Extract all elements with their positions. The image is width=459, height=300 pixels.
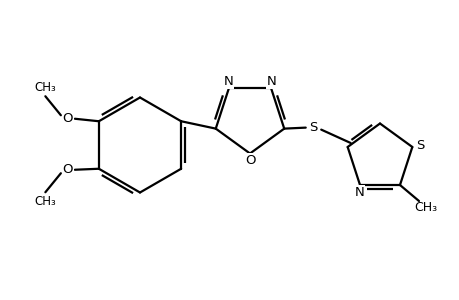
Text: CH₃: CH₃ <box>34 81 56 94</box>
Text: N: N <box>224 75 233 88</box>
Text: CH₃: CH₃ <box>414 201 437 214</box>
Text: O: O <box>244 154 255 166</box>
Text: S: S <box>415 140 424 152</box>
Text: O: O <box>62 112 73 125</box>
Text: N: N <box>266 75 275 88</box>
Text: O: O <box>62 163 73 176</box>
Text: N: N <box>354 185 364 199</box>
Text: S: S <box>308 121 317 134</box>
Text: CH₃: CH₃ <box>34 195 56 208</box>
